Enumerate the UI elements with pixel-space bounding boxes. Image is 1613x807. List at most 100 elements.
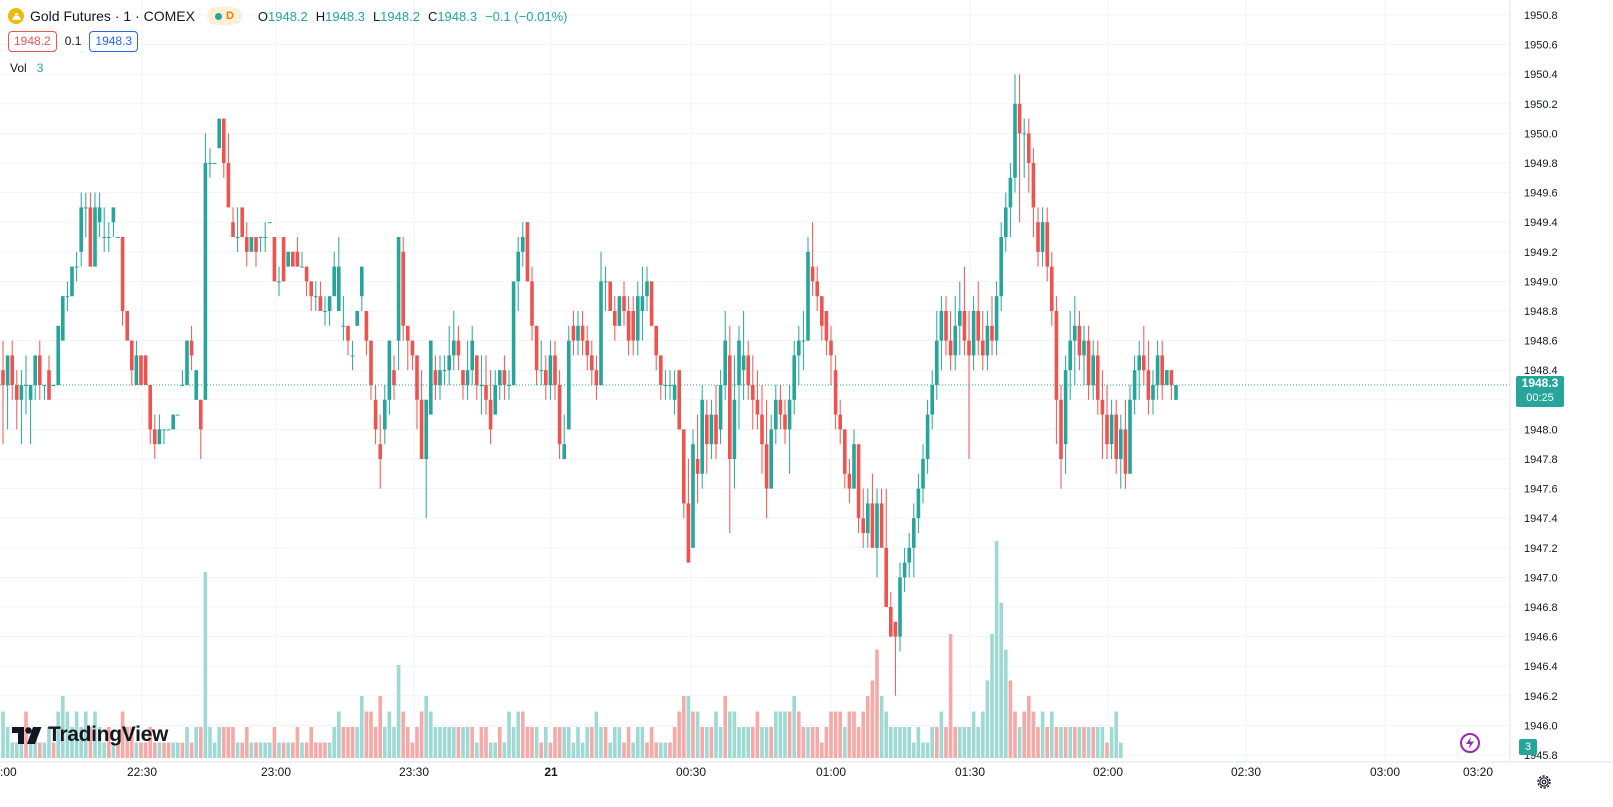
volume-bar (171, 742, 175, 758)
ohlc-value: 1948.3 (325, 8, 365, 24)
volume-bar (153, 742, 157, 758)
volume-bar (281, 742, 286, 758)
volume-bar (452, 727, 456, 758)
candle-body (1142, 355, 1146, 371)
candle-body (1045, 222, 1049, 267)
candle-body (212, 163, 217, 164)
candle-body (295, 251, 300, 267)
ohlc-values: O1948.2 H1948.3 L1948.2 C1948.3 −0.1 (−0.01%… (258, 9, 576, 24)
candle-body (516, 251, 520, 282)
candle-body (603, 281, 608, 283)
price-tick-label: 1947.6 (1524, 484, 1558, 496)
candle-body (994, 296, 999, 341)
candle-body (97, 207, 102, 223)
candle-body (631, 311, 635, 341)
volume-bar (199, 727, 203, 758)
candle-body (1086, 340, 1091, 385)
candle-body (797, 340, 801, 356)
volume-bar (640, 727, 645, 758)
candle-body (1155, 355, 1160, 385)
volume-bar (130, 727, 134, 758)
bid-price[interactable]: 1948.2 (8, 30, 57, 52)
candle-body (884, 547, 888, 607)
candle-body (999, 237, 1003, 297)
volume-bar (649, 727, 654, 758)
candle-body (622, 296, 626, 311)
time-tick-label: 01:30 (955, 765, 985, 779)
candle-body (42, 385, 47, 386)
candle-body (663, 385, 668, 386)
market-status-badge[interactable]: D (206, 7, 242, 25)
symbol-title[interactable]: Gold Futures · 1 · COMEX (30, 8, 195, 24)
gold-icon[interactable] (8, 8, 24, 24)
volume-bar (1077, 727, 1082, 758)
ask-price[interactable]: 1948.3 (89, 30, 139, 52)
volume-bar (829, 711, 833, 758)
volume-bar (732, 711, 737, 758)
volume-bar (176, 742, 180, 758)
volume-bar (870, 680, 875, 758)
volume-bar (728, 711, 732, 758)
candle-body (764, 444, 769, 489)
volume-bar (498, 727, 502, 758)
volume-bar (1086, 727, 1091, 758)
candle-body (254, 237, 258, 252)
candle-body (419, 399, 424, 459)
candle-body (723, 340, 727, 385)
time-tick-label: 01:00 (816, 765, 846, 779)
volume-bar (764, 727, 769, 758)
volume-bar (521, 711, 525, 758)
volume-bar (709, 727, 714, 758)
candle-body (148, 385, 152, 430)
candle-body (1096, 355, 1100, 400)
volume-bars (1, 541, 1123, 758)
volume-bar (677, 711, 681, 758)
candle-body (636, 296, 640, 341)
volume-bar (636, 727, 640, 758)
volume-bar (507, 711, 511, 758)
candle-body (567, 340, 571, 430)
price-tick-label: 1950.8 (1524, 10, 1558, 22)
volume-bar (415, 727, 419, 758)
volume-bar (327, 742, 332, 758)
lightning-icon[interactable] (1460, 733, 1480, 753)
settings-gear-icon[interactable] (1535, 773, 1553, 791)
candle-body (645, 281, 649, 297)
candle-body (139, 355, 143, 385)
candle-body (332, 266, 336, 297)
volume-bar (714, 711, 718, 758)
candle-body (51, 385, 56, 386)
volume-bar (378, 696, 382, 758)
volume-legend[interactable]: Vol 3 (10, 61, 43, 75)
tradingview-logo[interactable]: TradingView (12, 723, 168, 747)
volume-bar (626, 727, 631, 758)
candle-body (1137, 355, 1141, 371)
volume-bar (833, 711, 838, 758)
volume-bar (314, 742, 318, 758)
volume-bar (222, 727, 226, 758)
volume-bar (516, 711, 520, 758)
candle-body (1022, 133, 1026, 135)
candle-body (958, 311, 962, 326)
candle-body (341, 325, 346, 327)
time-tick-label: 03:00 (1370, 765, 1400, 779)
volume-bar (659, 742, 663, 758)
candle-body (378, 444, 382, 459)
candle-body (507, 385, 511, 386)
candle-body (70, 266, 74, 297)
volume-bar (1082, 727, 1086, 758)
volume-bar (576, 727, 580, 758)
candle-body (599, 281, 603, 385)
candle-body (686, 503, 691, 563)
candle-body (976, 311, 980, 341)
volume-bar (419, 711, 424, 758)
candles (1, 74, 1178, 696)
volume-bar (217, 727, 221, 758)
volume-bar (332, 727, 336, 758)
candle-body (406, 325, 410, 341)
volume-bar (737, 727, 741, 758)
candle-body (392, 370, 396, 385)
volume-bar (1050, 711, 1054, 758)
